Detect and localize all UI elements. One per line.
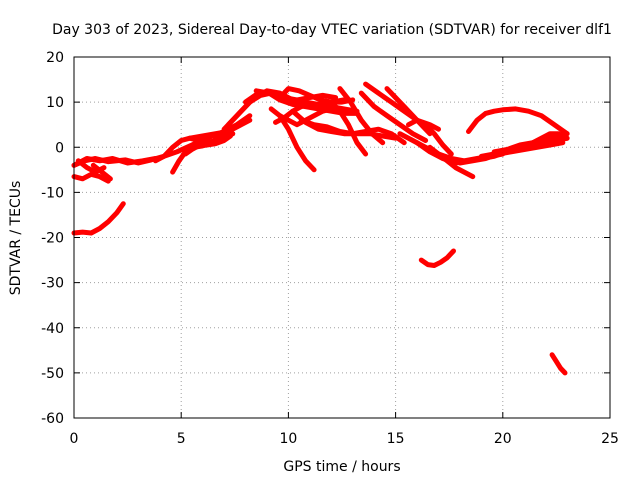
y-tick-label: 20: [46, 50, 64, 66]
series-arc-26: [384, 86, 433, 137]
chart-title: Day 303 of 2023, Sidereal Day-to-day VTE…: [52, 22, 612, 38]
series-arc-11: [213, 117, 253, 141]
y-tick-label: -50: [41, 366, 64, 382]
x-tick-label: 0: [70, 431, 79, 447]
y-tick-label: -60: [41, 411, 64, 427]
y-axis-label: SDTVAR / TECUs: [8, 181, 24, 296]
series-arc-23: [337, 86, 386, 146]
series-arc-6: [71, 201, 126, 236]
series-arc-5: [90, 162, 113, 182]
series-arc-22: [328, 99, 369, 157]
y-tick-label: -40: [41, 321, 64, 337]
series-arc-35: [530, 131, 570, 146]
y-tick-label: -10: [41, 185, 64, 201]
y-tick-label: -30: [41, 276, 64, 292]
series-layer: [71, 81, 570, 376]
x-axis-label: GPS time / hours: [283, 459, 400, 475]
series-arc-3: [71, 171, 111, 184]
tick-layer: 0 5 10 15 20 25 -60 -50 -40 -30 -20 -10 0 10 20: [41, 50, 619, 447]
series-arc-25: [358, 90, 429, 143]
series-arc-9: [183, 133, 233, 157]
series-arc-27: [406, 117, 454, 157]
y-tick-label: 10: [46, 95, 64, 111]
x-tick-label: 20: [494, 431, 512, 447]
y-tick-label: -20: [41, 231, 64, 247]
series-arc-16: [277, 86, 356, 105]
series-arc-19: [268, 106, 317, 173]
x-tick-label: 15: [387, 431, 405, 447]
series-arc-34: [466, 106, 570, 137]
series-arc-30: [427, 144, 476, 180]
series-arc-36: [418, 248, 456, 268]
x-tick-label: 5: [177, 431, 186, 447]
x-tick-label: 25: [601, 431, 619, 447]
series-arc-24: [363, 81, 441, 132]
x-tick-label: 10: [279, 431, 297, 447]
y-tick-label: 0: [55, 140, 64, 156]
series-arc-37: [549, 352, 568, 376]
